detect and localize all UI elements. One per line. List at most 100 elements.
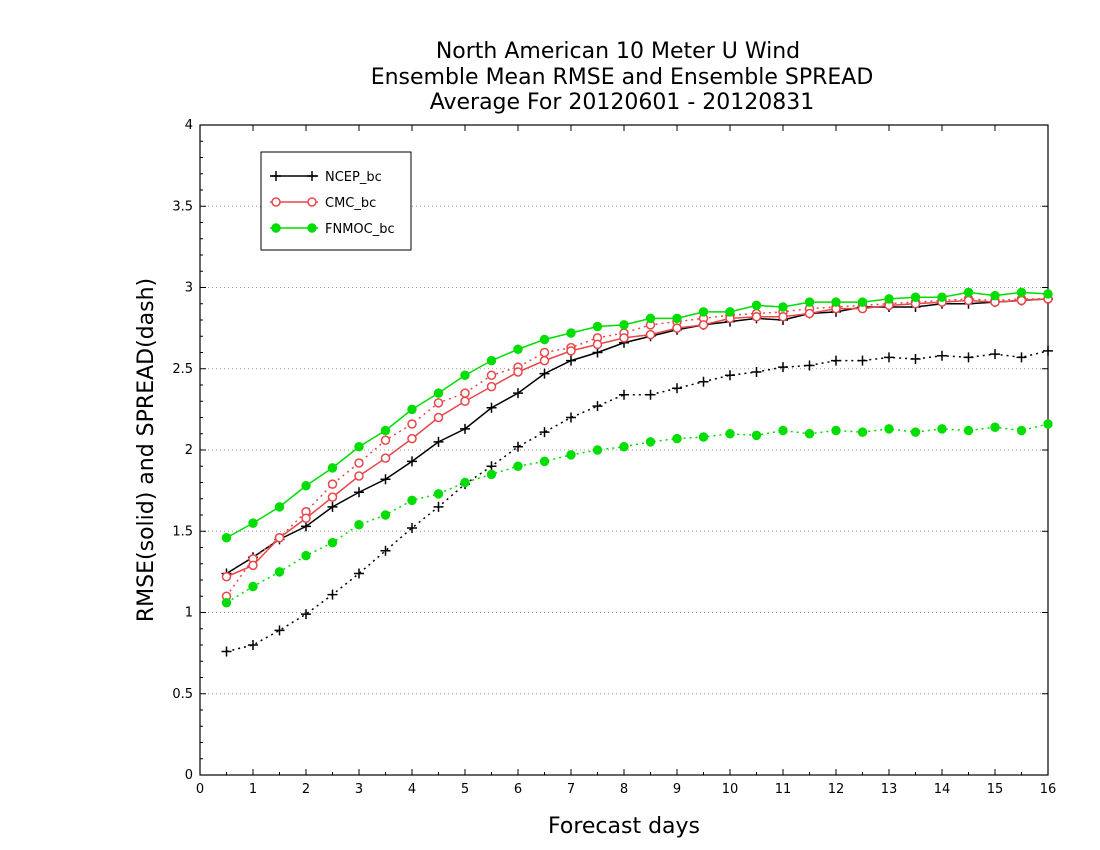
fnmoc-bc-rmse-point (486, 355, 497, 366)
fnmoc-bc-rmse-point (910, 292, 921, 302)
legend-item-cmc-bc: CMC_bc (270, 196, 376, 211)
x-tick-label: 4 (408, 782, 416, 797)
x-tick-label: 5 (461, 782, 469, 797)
ncep-bc-spread-point (937, 350, 947, 361)
x-axis: 0 1 2 3 4 5 6 7 8 9 10 11 12 13 14 15 16 (196, 125, 1056, 797)
x-tick-label: 2 (302, 782, 310, 797)
ncep-bc-spread-series (221, 345, 1053, 657)
cmc-bc-spread-point (460, 388, 470, 398)
fnmoc-bc-spread-point (592, 445, 603, 455)
ncep-bc-rmse-point (407, 456, 417, 467)
fnmoc-bc-spread-point (725, 429, 735, 439)
fnmoc-bc-spread-point (990, 422, 1000, 432)
fnmoc-bc-spread-point (513, 461, 523, 471)
cmc-bc-rmse-point (592, 339, 603, 350)
chart-title: North American 10 Meter U Wind Ensemble … (371, 39, 874, 115)
x-tick-label: 14 (934, 782, 951, 797)
cmc-bc-rmse-point (486, 381, 497, 392)
y-tick-label: 0 (185, 768, 193, 783)
fnmoc-bc-spread-point (274, 567, 285, 577)
title-line-3: Average For 20120601 - 20120831 (430, 90, 815, 115)
fnmoc-bc-rmse-series (221, 287, 1053, 543)
y-tick-label: 1 (185, 606, 193, 621)
fnmoc-bc-spread-point (248, 581, 258, 592)
fnmoc-bc-rmse-point (513, 344, 523, 354)
fnmoc-bc-spread-point (539, 456, 550, 467)
x-tick-label: 3 (355, 782, 363, 797)
fnmoc-bc-spread-series (221, 419, 1053, 608)
ncep-bc-rmse-point (433, 436, 444, 447)
y-tick-label: 0.5 (172, 687, 193, 702)
ncep-bc-spread-point (672, 383, 682, 394)
fnmoc-bc-rmse-point (1043, 289, 1053, 299)
cmc-bc-spread-point (354, 458, 364, 468)
fnmoc-bc-rmse-point (566, 328, 576, 338)
ncep-bc-spread-point (1043, 345, 1053, 356)
cmc-bc-rmse-point (301, 513, 311, 523)
cmc-bc-spread-series (221, 294, 1053, 601)
fnmoc-bc-rmse-point (698, 307, 709, 317)
ncep-bc-rmse-point (539, 368, 550, 379)
fnmoc-bc-spread-point (751, 430, 762, 441)
ncep-bc-spread-point (1016, 352, 1027, 363)
title-line-2: Ensemble Mean RMSE and Ensemble SPREAD (371, 65, 874, 90)
cmc-bc-spread-point (486, 370, 497, 380)
cmc-bc-rmse-point (619, 333, 629, 343)
ncep-bc-spread-point (380, 545, 391, 556)
ncep-bc-spread-point (831, 355, 841, 366)
x-tick-label: 12 (828, 782, 845, 797)
cmc-bc-rmse-point (407, 433, 417, 444)
y-axis: 0 0.5 1 1.5 2 2.5 3 3.5 4 (172, 118, 1048, 783)
fnmoc-bc-spread-point (1016, 425, 1027, 436)
x-tick-label: 7 (567, 782, 575, 797)
ncep-bc-spread-point (248, 640, 258, 650)
ncep-bc-spread-point (990, 349, 1000, 360)
ncep-bc-spread-point (725, 370, 735, 381)
fnmoc-bc-spread-point (831, 425, 841, 436)
cmc-bc-rmse-point (380, 453, 391, 463)
ncep-bc-spread-point (354, 568, 364, 579)
legend-item-fnmoc-bc: FNMOC_bc (270, 222, 395, 237)
ncep-bc-rmse-point (460, 423, 470, 434)
fnmoc-bc-rmse-point (354, 442, 364, 452)
cmc-bc-spread-point (407, 419, 417, 429)
fnmoc-bc-rmse-point (301, 481, 311, 491)
cmc-bc-rmse-point (274, 533, 285, 543)
cmc-bc-spread-point (327, 479, 338, 489)
legend-marker (271, 197, 281, 207)
cmc-bc-spread-line (225, 298, 1048, 597)
cmc-bc-rmse-point (804, 308, 815, 319)
x-tick-label: 6 (514, 782, 522, 797)
legend-marker (271, 223, 281, 233)
legend-item-ncep-bc: NCEP_bc (270, 170, 382, 185)
fnmoc-bc-rmse-point (1016, 287, 1027, 298)
ncep-bc-spread-point (407, 523, 417, 533)
fnmoc-bc-spread-point (460, 477, 470, 488)
cmc-bc-spread-point (380, 435, 391, 445)
cmc-bc-rmse-point (539, 355, 550, 366)
cmc-bc-rmse-point (513, 367, 523, 377)
x-tick-label: 15 (987, 782, 1004, 797)
fnmoc-bc-rmse-point (884, 294, 894, 304)
fnmoc-bc-rmse-point (857, 297, 868, 307)
fnmoc-bc-rmse-point (645, 313, 656, 324)
fnmoc-bc-spread-point (433, 489, 444, 499)
cmc-bc-rmse-point (248, 560, 258, 571)
ncep-bc-spread-point (274, 625, 285, 636)
cmc-bc-spread-point (433, 398, 444, 408)
ncep-bc-spread-point (539, 427, 550, 438)
fnmoc-bc-spread-point (380, 510, 391, 520)
fnmoc-bc-rmse-point (751, 300, 762, 311)
legend-label: CMC_bc (325, 196, 376, 211)
legend-marker (271, 171, 281, 181)
y-axis-label: RMSE(solid) and SPREAD(dash) (134, 278, 159, 622)
legend-marker (307, 223, 317, 233)
fnmoc-bc-rmse-point (327, 463, 338, 473)
fnmoc-bc-spread-point (804, 429, 815, 439)
ncep-bc-spread-point (910, 354, 921, 364)
ncep-bc-rmse-point (354, 487, 364, 498)
fnmoc-bc-spread-point (619, 442, 629, 452)
ncep-bc-spread-point (301, 609, 311, 620)
cmc-bc-rmse-line (226, 298, 1049, 578)
cmc-bc-rmse-point (778, 312, 788, 322)
